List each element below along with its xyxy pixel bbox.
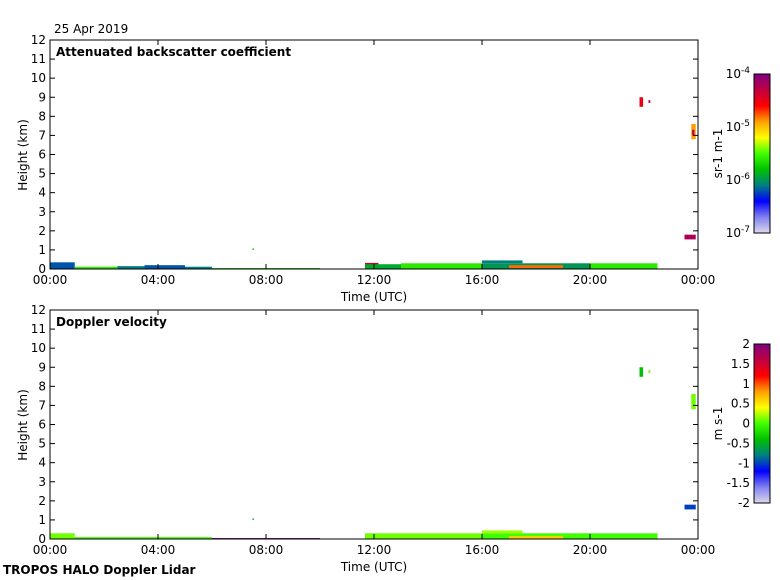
y-tick-label: 2 [38, 224, 46, 238]
x-axis-label: Time (UTC) [340, 560, 407, 574]
colorbar-tick-label: 0.5 [731, 397, 750, 411]
y-tick-label: 9 [38, 90, 46, 104]
x-tick-label: 08:00 [249, 543, 284, 557]
y-tick-label: 2 [38, 494, 46, 508]
y-tick-label: 5 [38, 437, 46, 451]
y-axis-label: Height (km) [16, 119, 30, 190]
y-tick-label: 12 [31, 303, 46, 317]
data-cell [252, 248, 254, 250]
y-tick-label: 7 [38, 398, 46, 412]
data-cell [482, 530, 523, 534]
y-tick-label: 1 [38, 243, 46, 257]
data-cell [691, 393, 696, 410]
data-cell [365, 533, 482, 539]
colorbar-tick-label: -1.5 [727, 476, 750, 490]
y-tick-label: 11 [31, 322, 46, 336]
colorbar-tick-label: -2 [738, 496, 750, 510]
data-cell [401, 263, 482, 269]
data-cell [590, 263, 658, 269]
y-tick-label: 10 [31, 341, 46, 355]
data-cell [509, 536, 563, 539]
plot-frame [49, 39, 699, 270]
panel-title: Attenuated backscatter coefficient [56, 45, 291, 59]
y-axis-label: Height (km) [16, 389, 30, 460]
y-tick-label: 7 [38, 128, 46, 142]
x-tick-label: 04:00 [141, 543, 176, 557]
colorbar [753, 343, 771, 504]
x-tick-label: 20:00 [573, 543, 608, 557]
y-tick-label: 3 [38, 475, 46, 489]
colorbar-tick-label: 10-7 [726, 225, 750, 240]
colorbar-tick-label: 0 [742, 417, 750, 431]
colorbar [753, 73, 771, 234]
y-tick-label: 6 [38, 418, 46, 432]
x-tick-label: 04:00 [141, 273, 176, 287]
data-cell [509, 265, 563, 269]
y-tick-label: 4 [38, 186, 46, 200]
y-tick-label: 12 [31, 33, 46, 47]
panel-title: Doppler velocity [56, 315, 167, 329]
x-tick-label: 16:00 [465, 543, 500, 557]
data-cell [684, 504, 696, 510]
y-tick-label: 0 [38, 262, 46, 276]
data-cell [482, 260, 523, 264]
y-tick-label: 3 [38, 205, 46, 219]
data-cell [117, 266, 145, 269]
data-cell [639, 97, 644, 107]
y-tick-label: 5 [38, 167, 46, 181]
x-tick-label: 12:00 [357, 273, 392, 287]
data-cell [648, 370, 651, 373]
x-tick-label: 00:00 [681, 273, 716, 287]
x-tick-label: 12:00 [357, 543, 392, 557]
colorbar-tick-label: 2 [742, 337, 750, 351]
x-tick-label: 00:00 [33, 543, 68, 557]
data-cell [252, 518, 254, 520]
x-tick-label: 00:00 [33, 273, 68, 287]
colorbar-tick-label: 10-5 [726, 119, 750, 134]
colorbar-label: sr-1 m-1 [711, 129, 725, 179]
y-tick-label: 6 [38, 148, 46, 162]
x-tick-label: 00:00 [681, 543, 716, 557]
data-cell [692, 129, 695, 136]
data-cell [684, 234, 696, 240]
colorbar-tick-label: 10-6 [726, 172, 751, 187]
data-cell [74, 537, 212, 539]
x-tick-label: 16:00 [465, 273, 500, 287]
plot-frame [49, 309, 699, 540]
y-tick-label: 9 [38, 360, 46, 374]
data-cell [365, 264, 401, 269]
x-tick-label: 20:00 [573, 273, 608, 287]
colorbar-tick-label: 1.5 [731, 357, 750, 371]
footer-label: TROPOS HALO Doppler Lidar [3, 563, 196, 577]
data-cell [50, 533, 75, 539]
data-cell [648, 100, 651, 103]
y-tick-label: 11 [31, 52, 46, 66]
y-tick-label: 4 [38, 456, 46, 470]
data-cell [482, 533, 658, 539]
x-axis-label: Time (UTC) [340, 290, 407, 304]
colorbar-tick-label: -0.5 [727, 436, 750, 450]
data-cell [144, 265, 185, 269]
y-tick-label: 10 [31, 71, 46, 85]
y-tick-label: 8 [38, 109, 46, 123]
colorbar-label: m s-1 [711, 407, 725, 441]
data-cell [639, 367, 644, 377]
x-tick-label: 08:00 [249, 273, 284, 287]
colorbar-tick-label: 10-4 [726, 66, 751, 81]
data-cell [185, 266, 212, 269]
data-cell [50, 262, 75, 269]
y-tick-label: 8 [38, 379, 46, 393]
y-tick-label: 1 [38, 513, 46, 527]
y-tick-label: 0 [38, 532, 46, 546]
colorbar-tick-label: -1 [738, 456, 750, 470]
colorbar-tick-label: 1 [742, 377, 750, 391]
data-cell [74, 266, 118, 269]
date-label: 25 Apr 2019 [54, 22, 128, 36]
